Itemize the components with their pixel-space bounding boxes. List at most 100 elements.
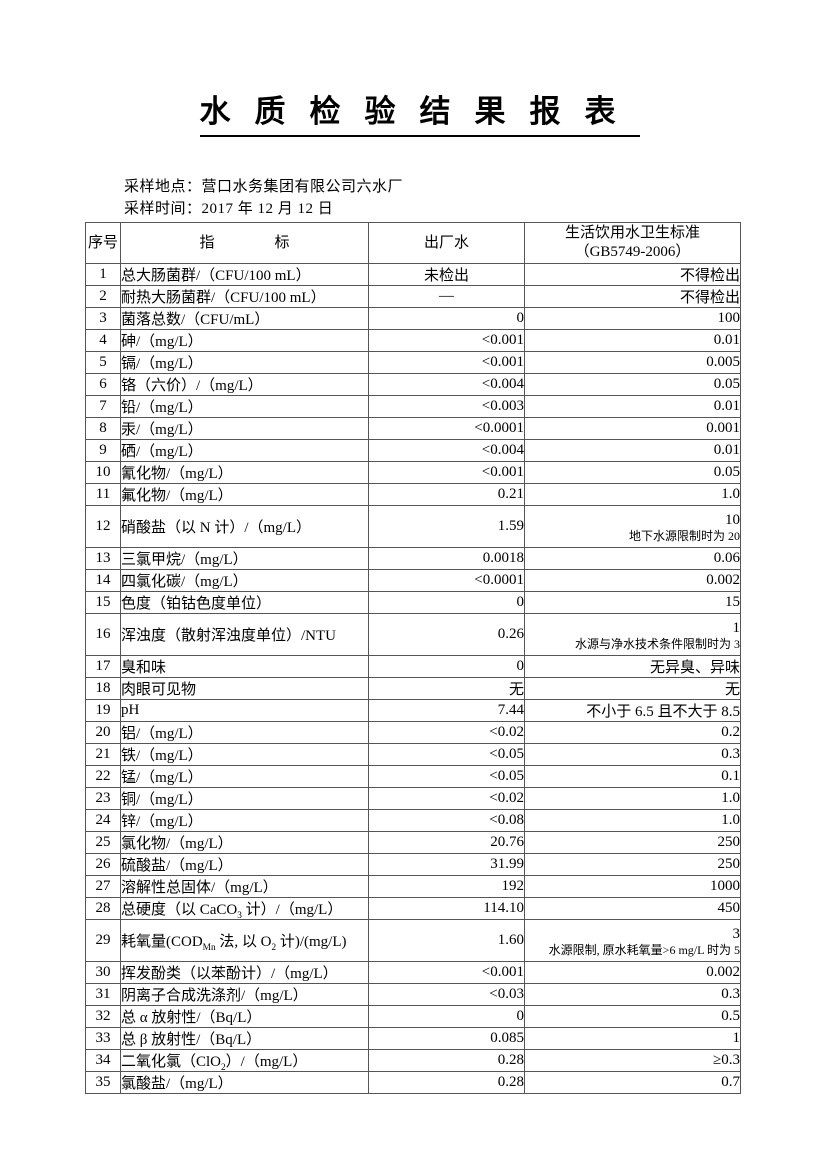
standard-note: 水源限制, 原水耗氧量>6 mg/L 时为 5 — [548, 942, 740, 957]
standard-value: 0.002 — [524, 569, 741, 592]
indicator-label: 四氯化碳/（mg/L） — [120, 569, 369, 592]
table-row: 34 二氧化氯（ClO2）/（mg/L） 0.28 ≥0.3 — [85, 1049, 741, 1072]
factory-water-value: 0 — [368, 655, 525, 678]
factory-water-value: 0 — [368, 1005, 525, 1028]
standard-value: 0.1 — [524, 765, 741, 788]
header-standard: 生活饮用水卫生标准 （GB5749-2006） — [524, 222, 741, 264]
header-standard-line2: （GB5749-2006） — [574, 244, 691, 260]
standard-value: 无 — [524, 677, 741, 700]
row-number: 26 — [85, 853, 121, 876]
standard-value: 0.001 — [524, 417, 741, 440]
table-row: 1 总大肠菌群/（CFU/100 mL） 未检出 不得检出 — [85, 263, 741, 286]
table-row: 25 氯化物/（mg/L） 20.76 250 — [85, 831, 741, 854]
table-row: 12 硝酸盐（以 N 计）/（mg/L） 1.59 10 地下水源限制时为 20 — [85, 505, 741, 548]
indicator-label: 氟化物/（mg/L） — [120, 483, 369, 506]
table-row: 20 铝/（mg/L） <0.02 0.2 — [85, 721, 741, 744]
factory-water-value: <0.03 — [368, 983, 525, 1006]
water-quality-table: 序号 指 标 出厂水 生活饮用水卫生标准 （GB5749-2006） 1 总大肠菌… — [85, 222, 741, 1094]
header-factory-water: 出厂水 — [368, 222, 525, 264]
table-row: 14 四氯化碳/（mg/L） <0.0001 0.002 — [85, 569, 741, 592]
indicator-label: 耐热大肠菌群/（CFU/100 mL） — [120, 285, 369, 308]
indicator-label: 耗氧量(CODMn 法, 以 O2 计)/(mg/L) — [120, 919, 369, 962]
table-row: 16 浑浊度（散射浑浊度单位）/NTU 0.26 1 水源与净水技术条件限制时为 3 — [85, 613, 741, 656]
table-row: 26 硫酸盐/（mg/L） 31.99 250 — [85, 853, 741, 876]
standard-value: 0.05 — [524, 461, 741, 484]
table-row: 31 阴离子合成洗涤剂/（mg/L） <0.03 0.3 — [85, 983, 741, 1006]
standard-value: 1 水源与净水技术条件限制时为 3 — [524, 613, 741, 656]
row-number: 28 — [85, 897, 121, 920]
row-number: 17 — [85, 655, 121, 678]
table-row: 17 臭和味 0 无异臭、异味 — [85, 655, 741, 678]
row-number: 5 — [85, 351, 121, 374]
table-row: 21 铁/（mg/L） <0.05 0.3 — [85, 743, 741, 766]
factory-water-value: 未检出 — [368, 263, 525, 286]
row-number: 25 — [85, 831, 121, 854]
standard-value: 0.01 — [524, 395, 741, 418]
indicator-label: 色度（铂钴色度单位） — [120, 591, 369, 614]
row-number: 19 — [85, 699, 121, 722]
standard-value: 0.06 — [524, 547, 741, 570]
standard-value: 250 — [524, 831, 741, 854]
standard-limit: 1 — [732, 619, 740, 636]
row-number: 34 — [85, 1049, 121, 1072]
factory-water-value: 0.26 — [368, 613, 525, 656]
standard-value: 0.3 — [524, 743, 741, 766]
table-row: 23 铜/（mg/L） <0.02 1.0 — [85, 787, 741, 810]
row-number: 9 — [85, 439, 121, 462]
row-number: 23 — [85, 787, 121, 810]
factory-water-value: 0.085 — [368, 1027, 525, 1050]
row-number: 11 — [85, 483, 121, 506]
table-row: 6 铬（六价）/（mg/L） <0.004 0.05 — [85, 373, 741, 396]
row-number: 21 — [85, 743, 121, 766]
sampling-time: 采样时间：2017 年 12 月 12 日 — [124, 201, 334, 217]
factory-water-value: 0.28 — [368, 1049, 525, 1072]
table-row: 11 氟化物/（mg/L） 0.21 1.0 — [85, 483, 741, 506]
table-row: 18 肉眼可见物无无 — [85, 677, 741, 700]
factory-water-value: <0.05 — [368, 765, 525, 788]
table-row: 19 pH 7.44 不小于 6.5 且不大于 8.5 — [85, 699, 741, 722]
standard-value: 0.005 — [524, 351, 741, 374]
indicator-label: 肉眼可见物 — [120, 677, 369, 700]
row-number: 31 — [85, 983, 121, 1006]
row-number: 27 — [85, 875, 121, 898]
standard-value: 0.05 — [524, 373, 741, 396]
row-number: 16 — [85, 613, 121, 656]
factory-water-value: <0.001 — [368, 351, 525, 374]
row-number: 15 — [85, 591, 121, 614]
row-number: 12 — [85, 505, 121, 548]
factory-water-value: 0 — [368, 591, 525, 614]
row-number: 7 — [85, 395, 121, 418]
title-row: 水质检验结果报表 — [0, 92, 827, 137]
factory-water-value: 无 — [368, 677, 525, 700]
factory-water-value: 192 — [368, 875, 525, 898]
standard-value: 15 — [524, 591, 741, 614]
factory-water-value: <0.02 — [368, 721, 525, 744]
factory-water-value: 31.99 — [368, 853, 525, 876]
indicator-label: 总 β 放射性/（Bq/L） — [120, 1027, 369, 1050]
indicator-label: 硝酸盐（以 N 计）/（mg/L） — [120, 505, 369, 548]
row-number: 14 — [85, 569, 121, 592]
table-row: 24 锌/（mg/L） <0.08 1.0 — [85, 809, 741, 832]
table-row: 9 硒/（mg/L） <0.004 0.01 — [85, 439, 741, 462]
table-row: 30 挥发酚类（以苯酚计）/（mg/L） <0.001 0.002 — [85, 961, 741, 984]
row-number: 30 — [85, 961, 121, 984]
standard-value: 1.0 — [524, 483, 741, 506]
factory-water-value: 0 — [368, 307, 525, 330]
header-standard-line1: 生活饮用水卫生标准 — [564, 225, 700, 241]
standard-value: 1 — [524, 1027, 741, 1050]
row-number: 4 — [85, 329, 121, 352]
row-number: 6 — [85, 373, 121, 396]
table-row: 2 耐热大肠菌群/（CFU/100 mL） — 不得检出 — [85, 285, 741, 308]
standard-value: 250 — [524, 853, 741, 876]
standard-limit: 10 — [725, 511, 740, 528]
standard-value: 10 地下水源限制时为 20 — [524, 505, 741, 548]
factory-water-value: <0.001 — [368, 329, 525, 352]
indicator-label: 铝/（mg/L） — [120, 721, 369, 744]
standard-value: 0.01 — [524, 439, 741, 462]
standard-value: 1.0 — [524, 809, 741, 832]
indicator-label: 镉/（mg/L） — [120, 351, 369, 374]
factory-water-value: 1.60 — [368, 919, 525, 962]
standard-note: 水源与净水技术条件限制时为 3 — [574, 636, 740, 651]
table-row: 10 氰化物/（mg/L） <0.001 0.05 — [85, 461, 741, 484]
